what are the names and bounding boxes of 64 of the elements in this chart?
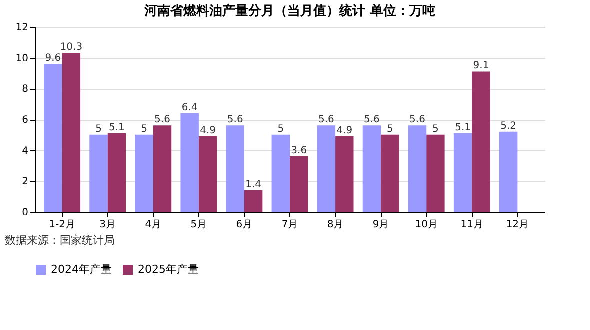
x-tick-label: 4月 (145, 220, 162, 230)
data-label: 5.6 (227, 114, 244, 126)
data-label: 5.6 (410, 114, 426, 126)
data-label: 4.9 (336, 125, 353, 136)
bar (153, 126, 172, 212)
x-tick-label: 9月 (372, 220, 390, 230)
bar (408, 126, 427, 212)
data-label: 9.1 (473, 60, 490, 72)
bar (90, 134, 108, 212)
bar (454, 133, 472, 212)
y-tick-label: 12 (16, 22, 28, 34)
x-tick-label: 10月 (415, 220, 438, 230)
data-label: 5 (432, 124, 439, 135)
x-tick-label: 3月 (100, 220, 116, 230)
bar (44, 64, 62, 212)
data-label: 6.4 (182, 102, 198, 114)
bar (426, 134, 445, 212)
x-tick-label: 7月 (282, 220, 298, 230)
y-tick-label: 6 (22, 115, 28, 126)
source-note: 数据来源：国家统计局 (5, 234, 115, 247)
data-label: 10.3 (60, 42, 83, 54)
bar (499, 132, 518, 212)
legend-label: 2024年产量 (51, 263, 112, 276)
bar (362, 126, 382, 212)
bar (198, 136, 218, 212)
data-label: 5 (96, 124, 102, 135)
data-label: 5.1 (109, 122, 125, 134)
x-tick-label: 8月 (327, 220, 344, 230)
legend-label: 2025年产量 (138, 263, 199, 276)
x-tick-label: 1-2月 (49, 220, 76, 230)
data-label: 9.6 (45, 53, 62, 64)
bar (381, 134, 400, 212)
y-tick-label: 2 (22, 176, 28, 188)
bar (180, 113, 199, 212)
bar (226, 126, 244, 212)
x-tick-label: 5月 (190, 220, 208, 230)
bar (472, 72, 490, 212)
data-label: 4.9 (200, 125, 216, 136)
y-tick-label: 8 (22, 84, 28, 96)
bar (317, 126, 336, 212)
bar (290, 156, 308, 212)
data-label: 5 (141, 124, 148, 135)
data-label: 3.6 (291, 146, 308, 156)
x-tick-label: 6月 (236, 220, 253, 230)
bar (244, 190, 263, 212)
y-tick-label: 0 (22, 208, 28, 218)
data-label: 5.1 (455, 122, 471, 134)
y-tick-label: 4 (22, 146, 28, 157)
y-tick-label: 10 (16, 53, 28, 64)
x-tick-label: 12月 (506, 220, 530, 230)
bar (336, 136, 354, 212)
bar (62, 53, 81, 212)
data-label: 5 (278, 124, 284, 135)
data-label: 5.6 (154, 114, 170, 126)
data-label: 5.6 (318, 114, 334, 126)
chart-title: 河南省燃料油产量分月（当月值）统计 单位：万吨 (144, 3, 436, 19)
bar (108, 133, 126, 212)
bar (135, 134, 154, 212)
data-label: 5 (386, 124, 394, 135)
data-label: 5.6 (364, 114, 380, 126)
data-label: 1.4 (246, 179, 262, 190)
x-tick-label: 11月 (460, 220, 484, 230)
data-label: 5.2 (500, 120, 517, 132)
bar (272, 134, 290, 212)
